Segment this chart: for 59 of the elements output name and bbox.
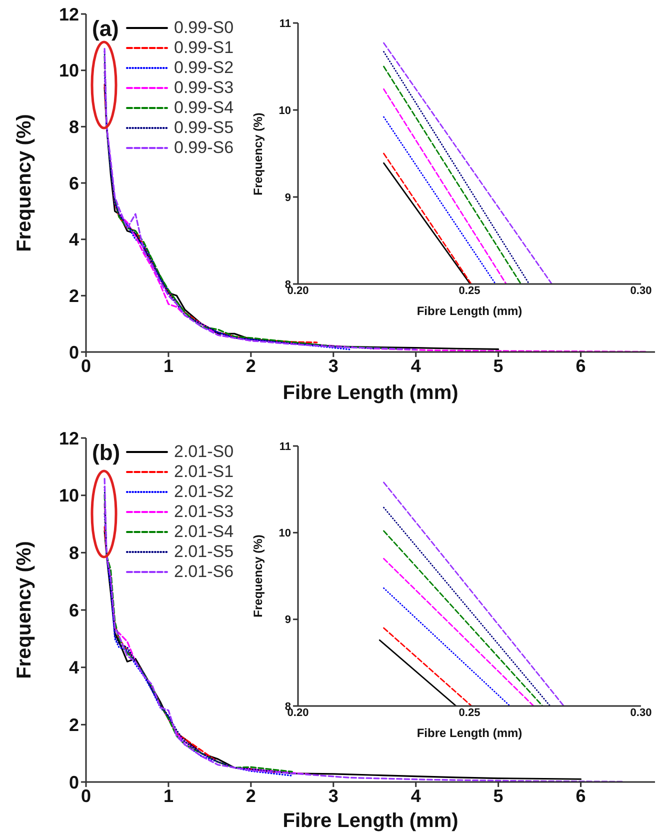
legend-label: 0.99-S1 [174, 38, 234, 58]
x-tick-label: 2 [246, 356, 256, 376]
x-tick-label: 1 [163, 356, 174, 376]
y-axis-title: Frequency (%) [14, 114, 36, 252]
legend-label: 2.01-S1 [174, 462, 234, 482]
y-tick-label: 4 [68, 230, 79, 250]
y-tick-label: 0 [68, 342, 79, 362]
y-tick-label: 10 [278, 104, 291, 117]
x-tick-label: 4 [410, 356, 421, 376]
legend-label: 2.01-S3 [174, 502, 234, 522]
y-tick-label: 6 [68, 173, 79, 194]
legend-label: 0.99-S3 [174, 78, 234, 98]
x-axis-title: Fibre Length (mm) [282, 382, 458, 405]
legend-label: 2.01-S4 [174, 522, 234, 542]
x-tick-label: 6 [576, 786, 586, 806]
y-tick-label: 10 [278, 528, 291, 540]
legend-label: 2.01-S2 [174, 482, 234, 502]
y-axis-title: Frequency (%) [251, 534, 265, 618]
legend-label: 2.01-S6 [174, 562, 234, 582]
legend-label: 0.99-S4 [174, 98, 234, 118]
y-tick-label: 10 [58, 60, 79, 81]
y-tick-label: 12 [58, 428, 79, 448]
x-tick-label: 0.25 [458, 284, 480, 297]
legend-label: 0.99-S2 [174, 58, 234, 78]
y-tick-label: 11 [279, 440, 291, 453]
x-tick-label: 5 [493, 356, 504, 376]
y-tick-label: 8 [68, 117, 79, 138]
legend-label: 0.99-S6 [174, 138, 234, 158]
y-tick-label: 11 [279, 18, 291, 30]
legend-label: 2.01-S5 [174, 542, 234, 562]
y-tick-label: 0 [68, 772, 79, 792]
y-tick-label: 9 [284, 614, 291, 626]
annotation: (a) [92, 16, 119, 42]
annotation: (b) [92, 440, 120, 466]
legend-label: 0.99-S0 [174, 18, 234, 38]
x-axis-title: Fibre Length (mm) [282, 810, 458, 833]
x-tick-label: 0.25 [458, 706, 480, 719]
y-axis-title: Frequency (%) [251, 112, 265, 195]
x-tick-label: 3 [328, 356, 338, 376]
y-axis-title: Frequency (%) [14, 541, 36, 679]
legend-label: 2.01-S0 [174, 442, 234, 462]
x-axis-title: Fibre Length (mm) [416, 304, 522, 318]
y-tick-label: 4 [68, 658, 79, 678]
x-axis-title: Fibre Length (mm) [416, 726, 522, 740]
x-tick-label: 0.30 [630, 284, 652, 297]
x-tick-label: 4 [410, 786, 421, 806]
x-tick-label: 0.30 [630, 706, 652, 719]
line-series [104, 478, 623, 782]
x-tick-label: 2 [246, 786, 256, 806]
y-tick-label: 10 [58, 486, 79, 506]
y-tick-label: 6 [68, 600, 79, 620]
x-tick-label: 5 [493, 786, 504, 806]
y-tick-label: 8 [68, 543, 79, 564]
legend-label: 0.99-S5 [174, 118, 234, 138]
x-tick-label: 3 [328, 786, 338, 806]
x-tick-label: 6 [576, 356, 586, 376]
y-tick-label: 12 [58, 4, 79, 24]
x-tick-label: 1 [163, 786, 174, 806]
y-tick-label: 9 [284, 192, 291, 204]
